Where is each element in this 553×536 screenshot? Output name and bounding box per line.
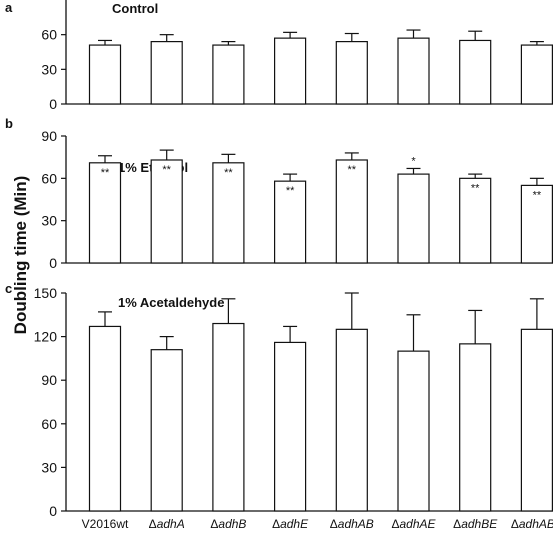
gene-name: adhABE [519,517,553,531]
bar-c-adhA [150,349,183,512]
y-tick-label: 60 [41,170,57,186]
gene-name: adhAE [399,517,436,531]
bar-a-adhBE [459,39,492,105]
significance-mark: ** [101,167,110,179]
bar-b-V2016wt [88,162,122,264]
bar-a-adhABE [520,44,553,105]
delta-symbol: Δ [330,517,338,531]
y-tick-label: 90 [41,372,57,388]
bar-c-V2016wt [88,325,122,512]
significance-mark: ** [286,185,295,197]
y-tick-label: 30 [41,213,57,229]
x-tick-label: ΔadhABE [511,517,553,531]
significance-mark: ** [348,164,357,176]
bar-c-adhAE [397,350,430,512]
delta-symbol: Δ [511,517,519,531]
bar-b-adhBE [459,177,492,264]
bar-a-V2016wt [88,44,122,105]
x-tick-label: ΔadhE [272,517,309,531]
gene-name: adhE [280,517,309,531]
significance-mark: ** [471,182,480,194]
panel-title: Control [112,1,158,16]
panel-title: 1% Acetaldehyde [118,295,224,310]
delta-symbol: Δ [272,517,280,531]
y-tick-label: 60 [41,27,57,43]
bar-c-adhABE [520,328,553,512]
panel-letter: a [5,0,13,15]
x-tick-label: ΔadhB [210,517,246,531]
x-tick-label: ΔadhBE [453,517,498,531]
significance-mark: ** [533,189,542,201]
bar-a-adhE [274,37,307,105]
y-tick-label: 0 [49,503,57,519]
bar-c-adhE [274,341,307,512]
significance-mark: * [411,155,416,167]
x-tick-label: V2016wt [82,517,129,531]
gene-name: adhBE [461,517,498,531]
y-tick-label: 0 [49,96,57,112]
y-tick-label: 150 [34,285,58,301]
bar-c-adhAB [335,328,368,512]
delta-symbol: Δ [391,517,399,531]
bar-a-adhAE [397,37,430,105]
x-tick-label: ΔadhAB [330,517,374,531]
x-tick-label: ΔadhAE [391,517,436,531]
y-tick-label: 30 [41,61,57,77]
significance-mark: ** [224,167,233,179]
bar-a-adhAB [335,40,368,105]
bar-b-adhAE [397,173,430,264]
bar-b-adhE [274,180,307,264]
gene-name: adhB [218,517,246,531]
delta-symbol: Δ [149,517,157,531]
delta-symbol: Δ [210,517,218,531]
x-tick-label: ΔadhA [149,517,185,531]
gene-name: adhAB [338,517,374,531]
y-tick-label: 120 [34,329,58,345]
significance-mark: ** [162,164,171,176]
bar-b-adhAB [335,159,368,264]
y-tick-label: 60 [41,416,57,432]
y-axis-label: Doubling time (Min) [11,176,30,335]
panel-letter: b [5,116,13,131]
bar-c-adhB [212,322,245,512]
y-tick-label: 30 [41,459,57,475]
bar-c-adhBE [459,343,492,512]
gene-name: adhA [157,517,185,531]
y-tick-label: 90 [41,128,57,144]
y-tick-label: 0 [49,255,57,271]
bar-a-adhA [150,40,183,105]
delta-symbol: Δ [453,517,461,531]
bar-a-adhB [212,44,245,105]
panel-letter: c [5,281,12,296]
